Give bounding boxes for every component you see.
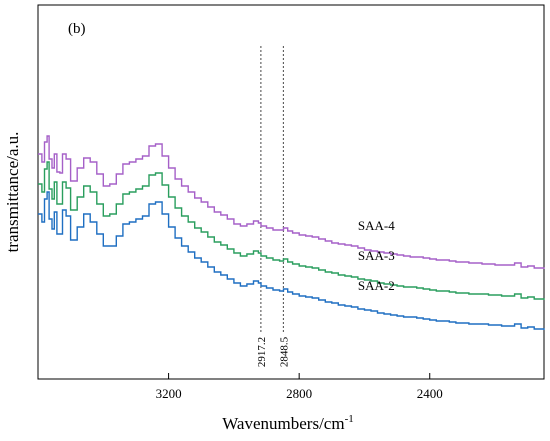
panel-label: (b) xyxy=(68,21,86,37)
series-label-saa-4: SAA-4 xyxy=(358,218,395,233)
series-line-saa-4 xyxy=(38,135,545,269)
x-axis-label-exponent: -1 xyxy=(345,413,354,425)
x-axis-label: Wavenumbers/cm-1 xyxy=(222,413,353,433)
x-tick-label: 2400 xyxy=(417,386,443,401)
reference-lines: 2917.2 2848.5 xyxy=(256,46,290,367)
x-axis-ticks: 3200 2800 2400 xyxy=(156,373,443,401)
series-line-saa-3 xyxy=(38,161,545,300)
x-tick-label: 2800 xyxy=(286,386,312,401)
series-label-saa-2: SAA-2 xyxy=(358,278,395,293)
series-labels: SAA-4 SAA-3 SAA-2 xyxy=(358,218,395,293)
series-label-saa-3: SAA-3 xyxy=(358,248,395,263)
reference-line-label: 2917.2 xyxy=(256,337,268,367)
series-layer xyxy=(38,135,545,330)
plot-frame xyxy=(37,4,545,380)
reference-line-label: 2848.5 xyxy=(278,336,290,367)
y-axis-label: transmittance/a.u. xyxy=(3,132,22,253)
x-tick-label: 3200 xyxy=(156,386,182,401)
series-line-saa-2 xyxy=(38,191,545,330)
x-axis-label-text: Wavenumbers/cm xyxy=(222,414,344,433)
